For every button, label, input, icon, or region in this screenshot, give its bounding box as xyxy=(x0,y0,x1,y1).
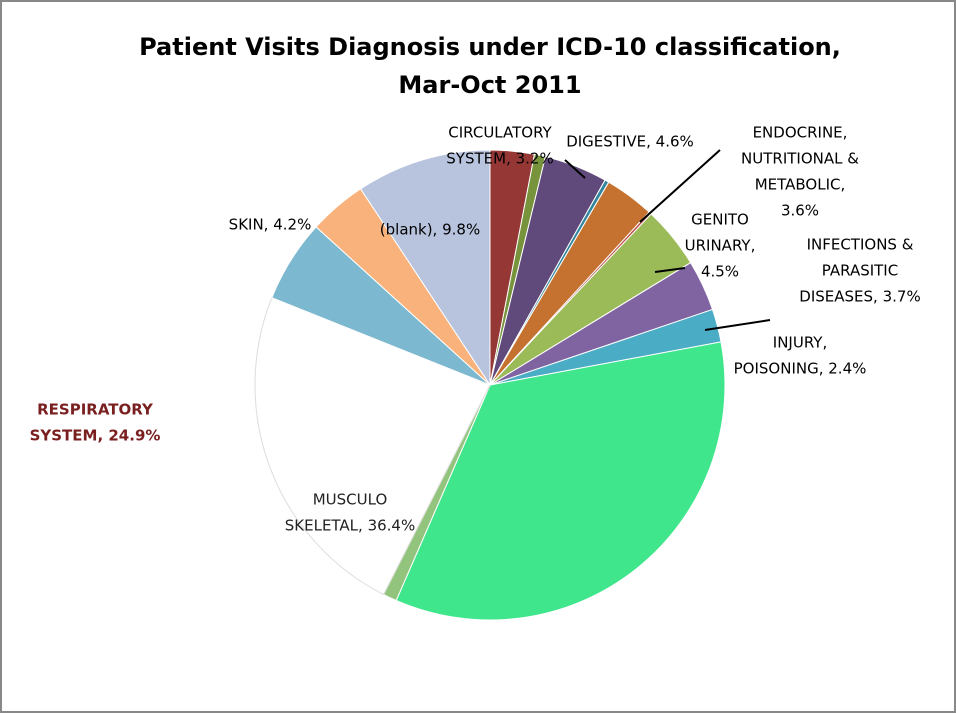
data-label: DIGESTIVE, 4.6% xyxy=(566,133,694,151)
data-label: GENITO xyxy=(691,211,749,229)
data-label: CIRCULATORY xyxy=(448,124,552,142)
data-label: POISONING, 2.4% xyxy=(734,360,867,378)
leader-line xyxy=(704,319,771,331)
leader-line xyxy=(654,267,686,273)
data-label: NUTRITIONAL & xyxy=(741,150,859,168)
pie-slice xyxy=(254,297,491,596)
data-label: METABOLIC, xyxy=(755,176,846,194)
data-label: 3.6% xyxy=(781,202,819,220)
chart-title: Mar-Oct 2011 xyxy=(398,71,581,99)
data-label: DISEASES, 3.7% xyxy=(799,288,920,306)
data-label: ENDOCRINE, xyxy=(753,124,848,142)
data-label: 4.5% xyxy=(701,263,739,281)
data-label: SYSTEM, 24.9% xyxy=(30,427,161,445)
leader-line xyxy=(639,149,721,223)
data-label: MUSCULO xyxy=(313,491,388,509)
pie-slice xyxy=(395,341,726,621)
chart-title: Patient Visits Diagnosis under ICD-10 cl… xyxy=(139,33,841,61)
data-label: INFECTIONS & xyxy=(807,236,914,254)
data-label: RESPIRATORY xyxy=(37,401,154,419)
leader-line xyxy=(564,159,586,179)
pie-slice xyxy=(359,149,491,387)
data-label: (blank), 9.8% xyxy=(380,221,480,239)
data-label: SKELETAL, 36.4% xyxy=(285,517,415,535)
data-label: SKIN, 4.2% xyxy=(229,216,312,234)
data-label: SYSTEM, 3.2% xyxy=(446,150,553,168)
data-label: INJURY, xyxy=(773,334,827,352)
data-label: PARASITIC xyxy=(822,262,898,280)
data-label: URINARY, xyxy=(685,237,756,255)
